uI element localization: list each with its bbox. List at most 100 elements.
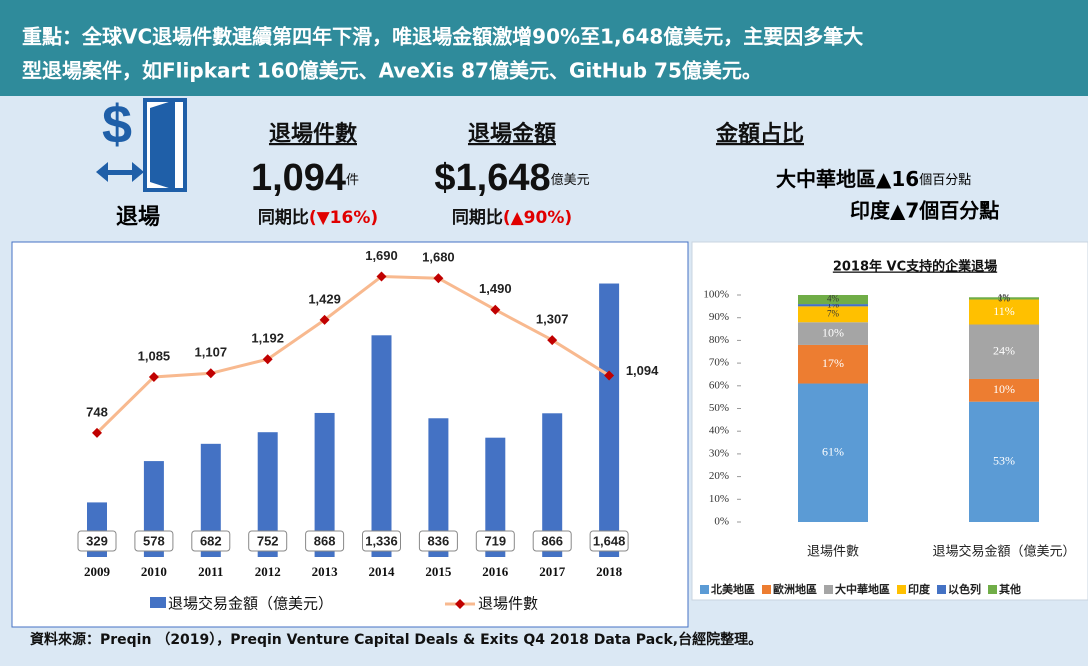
legend-swatch [762,585,771,594]
stat-change: 同期比(▼16%) [258,207,378,228]
x-tick-label: 2009 [84,564,111,579]
stat-number: 1,094 [251,157,346,199]
chart-title: 2018年 VC支持的企業退場 [833,259,997,275]
bar-label-box [589,530,629,552]
bar [428,418,449,557]
marker [262,354,273,365]
bar-segment [798,295,868,305]
marker [604,370,615,381]
bar [542,413,563,557]
bar-segment [969,299,1039,325]
stat-unit: 件 [346,173,359,188]
bar-segment [798,304,868,307]
share-line: 印度▲7個百分點 [850,199,999,223]
marker [319,314,330,325]
y-tick-label: 80% [709,334,729,346]
legend-swatch [150,597,166,608]
line-label: 748 [86,404,108,419]
bar-label-box [475,530,515,552]
stat-value: 1,094件 [251,157,359,199]
line-label: 1,107 [195,345,228,360]
bar-label: 578 [143,533,165,548]
line-label: 1,094 [626,363,659,378]
compare-label: 同期比 [258,207,309,228]
marker [547,335,558,346]
change-label: (▲90%) [503,208,572,228]
line-label: 1,680 [422,250,455,265]
bar-label-box [77,530,117,552]
bar-segment [798,306,868,323]
segment-label: 7% [827,308,840,318]
y-tick-label: 30% [709,447,729,459]
stat-value: $1,648億美元 [434,157,589,199]
y-tick-label: 70% [709,357,729,369]
bar [314,412,335,557]
bar-segment [969,378,1039,402]
x-tick-label: 退場交易金額（億美元） [932,544,1075,560]
legend-label: 退場交易金額（億美元） [168,595,333,613]
x-tick-label: 2015 [425,564,452,579]
segment-label: 4% [827,294,840,304]
bar-label: 836 [428,533,450,548]
share-title: 金額占比 [715,121,804,147]
source: 資料來源：Preqin （2019），Preqin Venture Capita… [30,631,762,648]
legend-swatch [897,585,906,594]
legend-swatch [700,585,709,594]
marker [433,273,444,284]
stat-title: 退場金額 [468,121,556,147]
bar [599,283,620,557]
line-label: 1,192 [251,331,284,346]
line-label: 1,307 [536,312,569,327]
bar-segment [969,401,1039,522]
bar-label: 866 [541,533,563,548]
marker [148,371,159,382]
bar-label: 329 [86,533,108,548]
bar [200,443,221,557]
bar-label-box [532,530,572,552]
legend-swatch [988,585,997,594]
change-label: (▼16%) [309,208,378,228]
y-tick-label: 20% [709,470,729,482]
stat-number: $1,648 [434,157,550,199]
segment-label: 11% [993,304,1015,318]
bar-label-box [305,530,345,552]
y-tick-label: 0% [714,516,729,528]
bar-label: 1,336 [365,533,398,548]
bar-segment [798,322,868,345]
share-text: 大中華地區▲16 [776,167,919,191]
bar-segment [969,297,1039,300]
legend-swatch [824,585,833,594]
marker [376,271,387,282]
icon-label: 退場 [116,205,160,230]
segment-label: 61% [822,445,844,459]
bar [485,437,506,557]
x-tick-label: 2012 [255,564,281,579]
bar-label-box [418,530,458,552]
y-tick-label: 90% [709,311,729,323]
legend-swatch [937,585,946,594]
legend-label: 印度 [908,582,931,596]
x-tick-label: 2013 [312,564,339,579]
x-tick-label: 2011 [198,564,223,579]
bar-label: 682 [200,533,222,548]
left-panel [11,241,689,628]
svg-text:$: $ [102,94,132,154]
bar-label-box [134,530,174,552]
x-tick-label: 2014 [369,564,396,579]
bar-label: 1,648 [593,533,626,548]
stat-title: 退場件數 [269,122,357,147]
compare-label: 同期比 [452,207,503,228]
line-label: 1,085 [138,348,171,363]
marker [490,304,501,315]
segment-label: 1% [998,292,1011,302]
segment-label: 17% [822,356,844,370]
legend-label: 其他 [999,582,1021,596]
marker [205,368,216,379]
stat-unit: 億美元 [551,172,590,188]
segment-label: 1% [827,299,840,309]
line [95,275,610,434]
bar-segment [798,344,868,384]
segment-label: 53% [993,454,1015,468]
y-tick-label: 50% [709,402,729,414]
share-unit: 個百分點 [919,173,971,188]
